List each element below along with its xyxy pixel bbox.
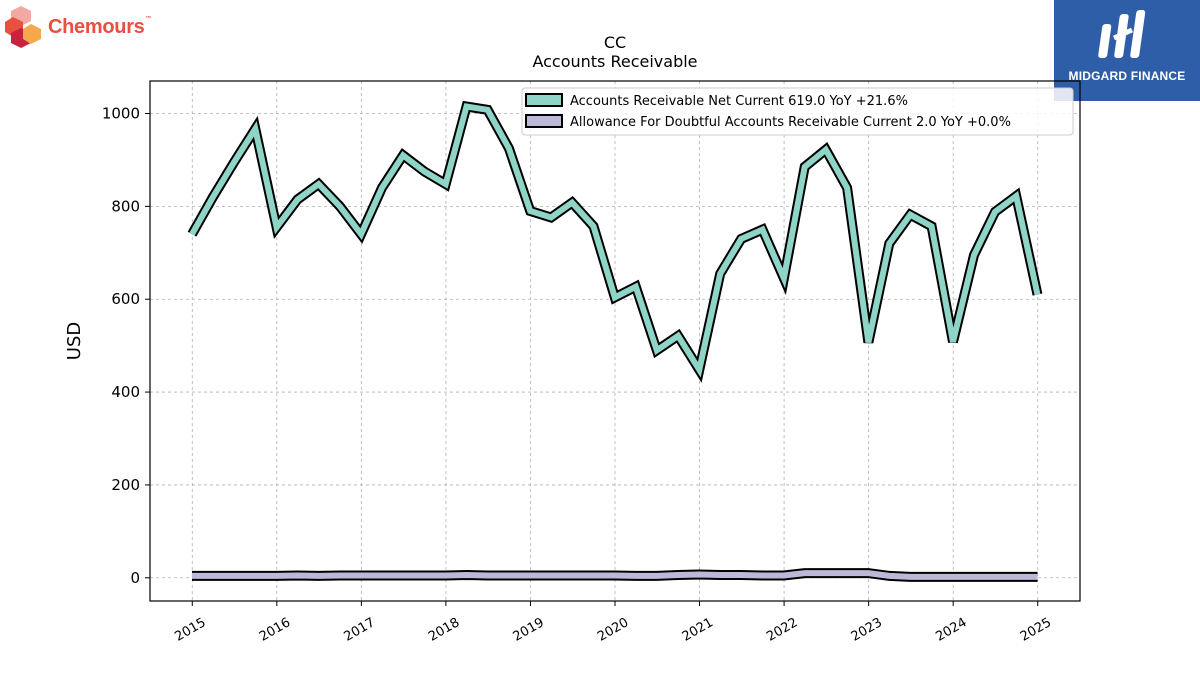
- chemours-logo: Chemours™: [4, 4, 164, 48]
- x-tick-label: 2023: [849, 615, 885, 645]
- midgard-wordmark: MIDGARD FINANCE: [1068, 69, 1186, 83]
- y-tick-label: 800: [111, 197, 140, 215]
- series-line-2: [192, 570, 1038, 580]
- chart-title: CC: [603, 33, 627, 52]
- x-tick-label: 2022: [764, 615, 800, 645]
- legend-box: [521, 87, 1074, 136]
- chemours-hexagon-icon: [5, 6, 41, 48]
- series-line-1: [189, 103, 1041, 378]
- y-axis-label: USD: [64, 322, 85, 360]
- y-tick-label: 0: [130, 569, 140, 587]
- x-tick-label: 2019: [511, 615, 547, 645]
- legend-swatch-1: [525, 93, 563, 107]
- x-tick-label: 2016: [257, 615, 293, 645]
- chemours-wordmark: Chemours™: [48, 16, 152, 38]
- y-tick-label: 600: [111, 290, 140, 308]
- x-tick-label: 2017: [342, 615, 378, 645]
- y-tick-label: 400: [111, 383, 140, 401]
- legend-swatch-2: [525, 114, 563, 128]
- legend: Accounts Receivable Net Current 619.0 Yo…: [521, 87, 1074, 136]
- x-tick-label: 2025: [1018, 615, 1054, 645]
- y-tick-label: 200: [111, 476, 140, 494]
- x-tick-label: 2020: [595, 615, 631, 645]
- x-tick-label: 2018: [426, 615, 462, 645]
- legend-entry-1: Accounts Receivable Net Current 619.0 Yo…: [570, 94, 908, 109]
- chart-subtitle: Accounts Receivable: [532, 52, 698, 71]
- x-tick-label: 2024: [933, 615, 969, 645]
- midgard-finance-logo: MIDGARD FINANCE: [1054, 0, 1200, 101]
- midgard-monogram-icon: [1098, 10, 1146, 58]
- x-tick-label: 2015: [172, 615, 208, 645]
- y-tick-label: 1000: [102, 105, 140, 123]
- legend-entry-2: Allowance For Doubtful Accounts Receivab…: [570, 115, 1011, 130]
- x-tick-label: 2021: [680, 615, 716, 645]
